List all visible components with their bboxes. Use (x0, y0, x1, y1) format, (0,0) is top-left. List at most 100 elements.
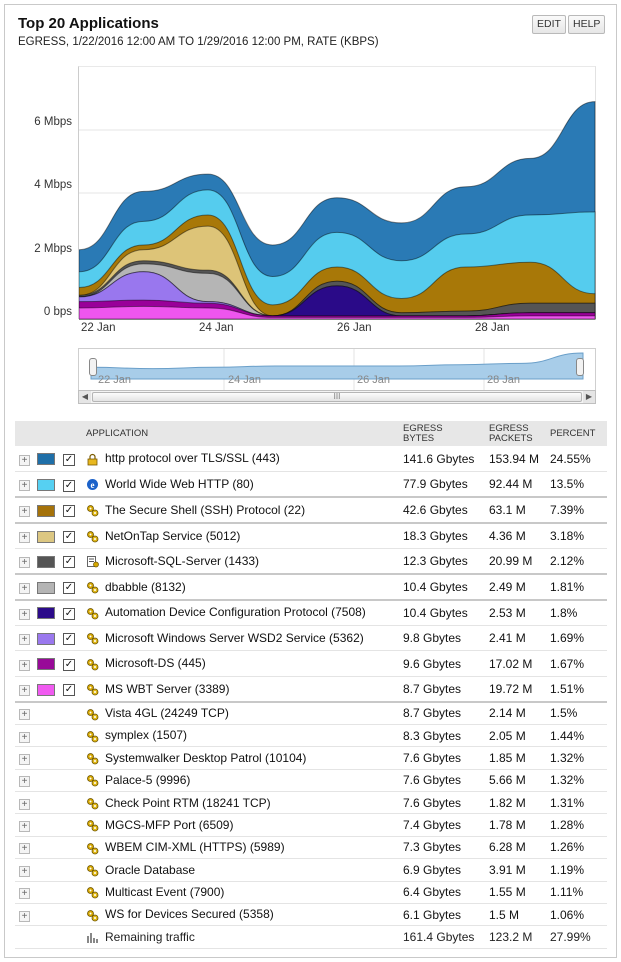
percent: 1.5% (550, 706, 578, 721)
table-row[interactable]: + ✓ e World Wide Web HTTP (80) 77.9 Gbytes 92… (15, 472, 607, 498)
expand-row-icon[interactable]: + (19, 684, 30, 696)
gears-icon (86, 504, 99, 517)
expand-row-icon[interactable]: + (19, 608, 30, 620)
application-name[interactable]: Automation Device Configuration Protocol… (105, 605, 366, 620)
area-series[interactable] (79, 305, 596, 320)
application-name[interactable]: Multicast Event (7900) (105, 885, 225, 900)
application-name[interactable]: Palace-5 (9996) (105, 773, 191, 788)
range-handle-right[interactable] (576, 358, 584, 376)
egress-packets: 4.36 M (489, 528, 526, 543)
series-color-swatch (37, 683, 55, 696)
scroll-left-arrow-icon[interactable]: ◀ (79, 391, 91, 403)
expand-row-icon[interactable]: + (19, 454, 30, 466)
gears-icon (86, 607, 99, 620)
header-percent[interactable]: PERCENT (550, 421, 607, 446)
widget-subtitle: EGRESS, 1/22/2016 12:00 AM TO 1/29/2016 … (18, 36, 379, 48)
expand-row-icon[interactable]: + (19, 531, 30, 543)
expand-row-icon[interactable]: + (19, 821, 30, 833)
navigator-scrollbar[interactable]: ◀ III ▶ (78, 390, 596, 404)
series-visible-checkbox[interactable]: ✓ (63, 454, 75, 467)
y-tick-label: 4 Mbps (34, 179, 72, 191)
edit-button[interactable]: EDIT (532, 15, 566, 34)
expand-row-icon[interactable]: + (19, 480, 30, 492)
series-visible-checkbox[interactable]: ✓ (63, 633, 75, 646)
expand-row-icon[interactable]: + (19, 709, 30, 721)
series-visible-checkbox[interactable]: ✓ (63, 479, 75, 492)
application-name[interactable]: Microsoft-SQL-Server (1433) (105, 553, 260, 568)
expand-row-icon[interactable]: + (19, 582, 30, 594)
table-row[interactable]: + Systemwalker Desktop Patrol (10104) 7.6 … (15, 747, 607, 770)
gears-icon (86, 864, 99, 877)
expand-row-icon[interactable]: + (19, 843, 30, 855)
application-name[interactable]: Microsoft-DS (445) (105, 656, 206, 671)
application-name[interactable]: MS WBT Server (3389) (105, 681, 230, 696)
table-row[interactable]: + ✓ http protocol over TLS/SSL (443) 141.6 … (15, 446, 607, 472)
application-name[interactable]: Vista 4GL (24249 TCP) (105, 706, 229, 721)
table-row[interactable]: + Palace-5 (9996) 7.6 Gbytes 5.66 M 1.32% (15, 769, 607, 792)
table-row[interactable]: + Check Point RTM (18241 TCP) 7.6 Gbytes 1.… (15, 792, 607, 814)
range-handle-left[interactable] (89, 358, 97, 376)
table-row[interactable]: + ✓ The Secure Shell (SSH) Protocol (22) 42… (15, 497, 607, 523)
series-visible-checkbox[interactable]: ✓ (63, 684, 75, 697)
egress-bytes: 6.9 Gbytes (403, 862, 462, 877)
table-row[interactable]: + symplex (1507) 8.3 Gbytes 2.05 M 1.44% (15, 724, 607, 747)
application-name[interactable]: MGCS-MFP Port (6509) (105, 817, 234, 832)
expand-row-icon[interactable]: + (19, 556, 30, 568)
application-name[interactable]: WS for Devices Secured (5358) (105, 907, 274, 922)
expand-row-icon[interactable]: + (19, 910, 30, 922)
table-row[interactable]: + WS for Devices Secured (5358) 6.1 Gbytes… (15, 903, 607, 926)
expand-row-icon[interactable]: + (19, 888, 30, 900)
percent: 1.69% (550, 630, 585, 645)
expand-row-icon[interactable]: + (19, 731, 30, 743)
expand-row-icon[interactable]: + (19, 798, 30, 810)
application-name[interactable]: http protocol over TLS/SSL (443) (105, 451, 280, 466)
series-visible-checkbox[interactable]: ✓ (63, 505, 75, 518)
expand-row-icon[interactable]: + (19, 633, 30, 645)
percent: 1.31% (550, 795, 585, 810)
application-name[interactable]: symplex (1507) (105, 728, 188, 743)
header-application[interactable]: APPLICATION (83, 421, 403, 446)
series-visible-checkbox[interactable]: ✓ (63, 582, 75, 595)
series-visible-checkbox[interactable]: ✓ (63, 659, 75, 672)
header-egress-packets[interactable]: EGRESS PACKETS (489, 421, 550, 446)
application-name[interactable]: Systemwalker Desktop Patrol (10104) (105, 750, 307, 765)
application-name[interactable]: The Secure Shell (SSH) Protocol (22) (105, 502, 306, 517)
table-row[interactable]: + ✓ MS WBT Server (3389) 8.7 Gbytes 19.72 M 1… (15, 676, 607, 702)
application-name[interactable]: Check Point RTM (18241 TCP) (105, 795, 271, 810)
egress-bytes: 10.4 Gbytes (403, 579, 468, 594)
egress-packets: 3.91 M (489, 862, 526, 877)
range-navigator[interactable] (78, 348, 596, 392)
application-name[interactable]: World Wide Web HTTP (80) (105, 476, 254, 491)
application-name[interactable]: WBEM CIM-XML (HTTPS) (5989) (105, 840, 285, 855)
expand-row-icon[interactable]: + (19, 753, 30, 765)
expand-row-icon[interactable]: + (19, 865, 30, 877)
table-row[interactable]: + Oracle Database 6.9 Gbytes 3.91 M 1.19% (15, 859, 607, 882)
help-button[interactable]: HELP (568, 15, 606, 34)
header-egress-bytes[interactable]: EGRESS BYTES (403, 421, 489, 446)
table-row[interactable]: + ✓ Microsoft-SQL-Server (1433) 12.3 Gbytes… (15, 548, 607, 574)
application-name[interactable]: Oracle Database (105, 862, 196, 877)
application-name[interactable]: NetOnTap Service (5012) (105, 528, 241, 543)
scroll-thumb[interactable]: III (92, 392, 582, 402)
series-visible-checkbox[interactable]: ✓ (63, 531, 75, 544)
table-row[interactable]: + ✓ NetOnTap Service (5012) 18.3 Gbytes 4.36… (15, 523, 607, 549)
series-visible-checkbox[interactable]: ✓ (63, 556, 75, 569)
expand-row-icon[interactable]: + (19, 776, 30, 788)
egress-bytes: 7.6 Gbytes (403, 750, 462, 765)
table-row[interactable]: + ✓ Automation Device Configuration Protoc… (15, 600, 607, 626)
application-name[interactable]: Microsoft Windows Server WSD2 Service (5… (105, 630, 364, 645)
table-row[interactable]: + ✓ dbabble (8132) 10.4 Gbytes 2.49 M 1.81% (15, 574, 607, 600)
table-row[interactable]: + ✓ Microsoft-DS (445) 9.6 Gbytes 17.02 M 1.6… (15, 651, 607, 677)
expand-row-icon[interactable]: + (19, 659, 30, 671)
scroll-right-arrow-icon[interactable]: ▶ (583, 391, 595, 403)
table-row[interactable]: + MGCS-MFP Port (6509) 7.4 Gbytes 1.78 M 1.2… (15, 814, 607, 837)
gears-icon (86, 842, 99, 855)
series-visible-checkbox[interactable]: ✓ (63, 608, 75, 621)
table-row[interactable]: + ✓ Microsoft Windows Server WSD2 Service … (15, 625, 607, 651)
application-name[interactable]: dbabble (8132) (105, 579, 186, 594)
table-row[interactable]: + WBEM CIM-XML (HTTPS) (5989) 7.3 Gbytes 6.… (15, 836, 607, 859)
table-row[interactable]: + Vista 4GL (24249 TCP) 8.7 Gbytes 2.14 M 1.… (15, 702, 607, 725)
egress-bytes: 8.7 Gbytes (403, 681, 462, 696)
expand-row-icon[interactable]: + (19, 505, 30, 517)
table-row[interactable]: + Multicast Event (7900) 6.4 Gbytes 1.55 M 1… (15, 881, 607, 904)
